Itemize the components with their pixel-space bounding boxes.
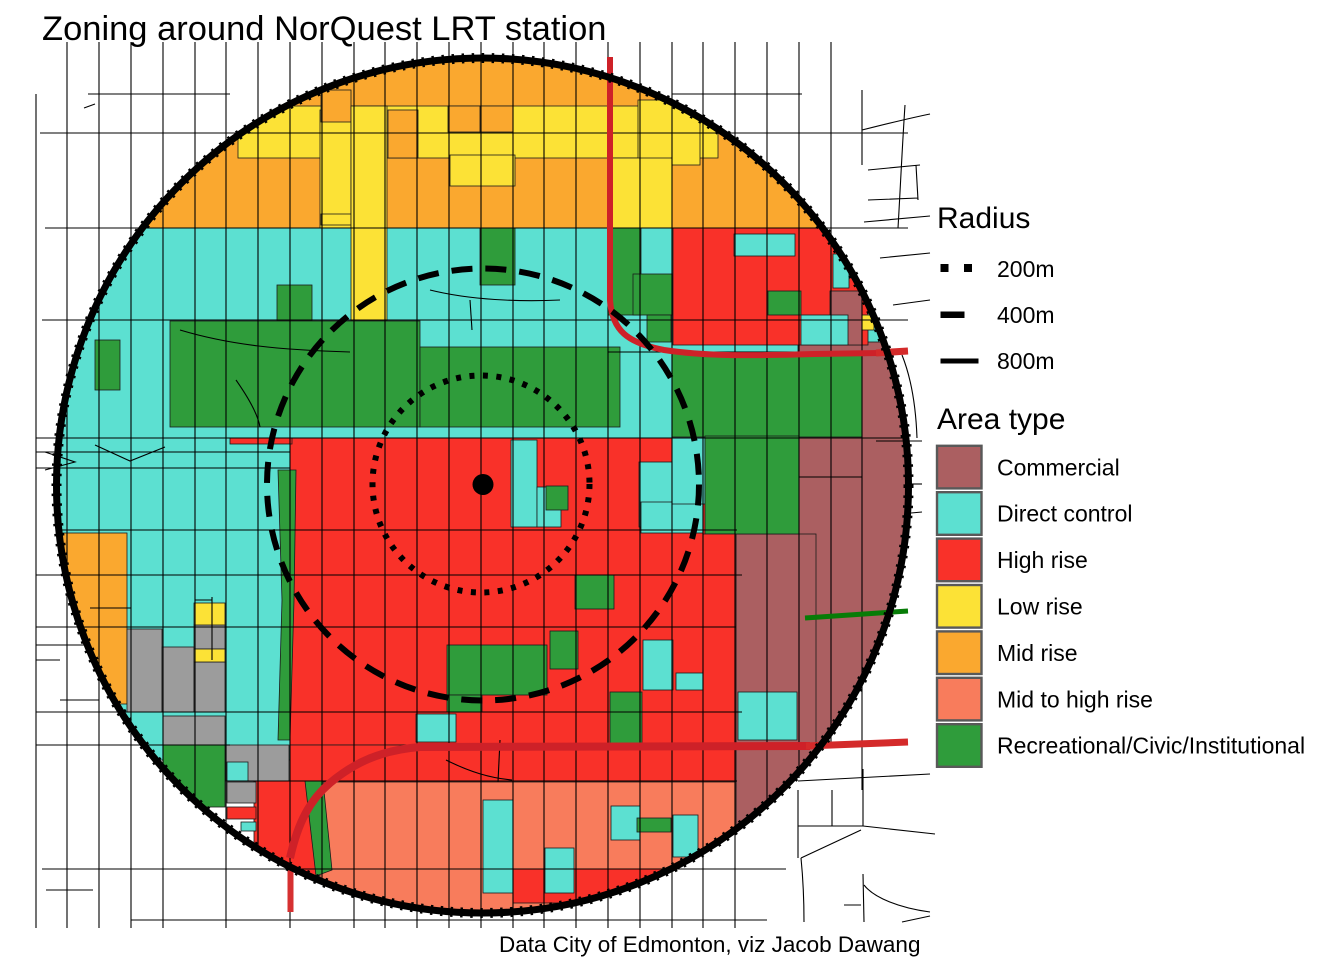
svg-text:Area type: Area type — [937, 403, 1065, 436]
svg-text:Mid rise: Mid rise — [997, 640, 1078, 666]
svg-text:Data City of Edmonton, viz Jac: Data City of Edmonton, viz Jacob Dawang — [499, 932, 920, 957]
svg-text:Commercial: Commercial — [997, 454, 1120, 480]
svg-text:Low rise: Low rise — [997, 594, 1083, 620]
svg-text:400m: 400m — [997, 302, 1055, 328]
svg-text:High rise: High rise — [997, 547, 1088, 573]
svg-text:Radius: Radius — [937, 202, 1030, 235]
svg-text:Direct control: Direct control — [997, 501, 1132, 527]
svg-text:800m: 800m — [997, 348, 1055, 374]
svg-text:Mid to high rise: Mid to high rise — [997, 686, 1153, 712]
svg-text:200m: 200m — [997, 256, 1055, 282]
svg-text:Zoning around NorQuest LRT sta: Zoning around NorQuest LRT station — [42, 10, 606, 48]
svg-text:Recreational/Civic/Institution: Recreational/Civic/Institutional — [997, 733, 1305, 759]
